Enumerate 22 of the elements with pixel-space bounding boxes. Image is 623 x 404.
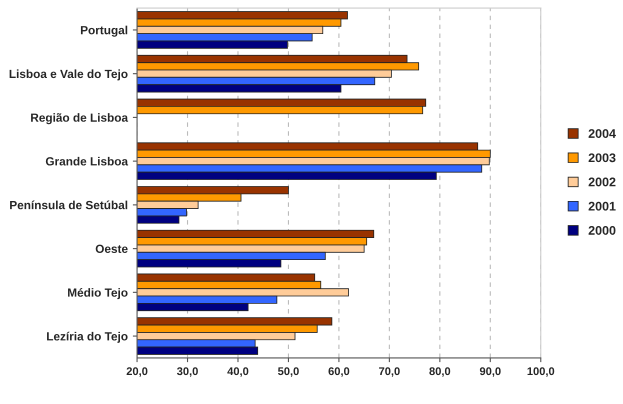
x-tick-label: 60,0 bbox=[328, 367, 350, 377]
x-tick-label: 100,0 bbox=[528, 367, 554, 377]
y-tick-label: Região de Lisboa bbox=[31, 113, 128, 124]
y-tick-label: Oeste bbox=[96, 244, 128, 254]
x-tick-label: 90,0 bbox=[480, 367, 501, 377]
x-tick-label: 40,0 bbox=[227, 367, 248, 377]
x-tick-label: 80,0 bbox=[429, 367, 450, 377]
x-tick-label: 50,0 bbox=[278, 367, 299, 377]
legend-label: 2002 bbox=[588, 178, 616, 186]
x-tick-label: 30,0 bbox=[176, 367, 198, 377]
legend-label: 2001 bbox=[588, 202, 616, 211]
y-tick-label: Península de Setúbal bbox=[10, 200, 128, 210]
x-tick-label: 20,0 bbox=[126, 367, 148, 377]
legend-label: 2000 bbox=[588, 226, 616, 235]
legend-label: 2004 bbox=[588, 129, 616, 138]
y-tick-label: Médio Tejo bbox=[68, 288, 128, 300]
legend-label: 2003 bbox=[588, 153, 616, 162]
y-tick-label: Lezíria do Tejo bbox=[47, 332, 128, 343]
y-tick-label: Portugal bbox=[80, 26, 128, 37]
y-tick-label: Lisboa e Vale do Tejo bbox=[10, 69, 128, 80]
y-tick-label: Grande Lisboa bbox=[46, 156, 128, 166]
x-tick-label: 70,0 bbox=[379, 367, 400, 377]
